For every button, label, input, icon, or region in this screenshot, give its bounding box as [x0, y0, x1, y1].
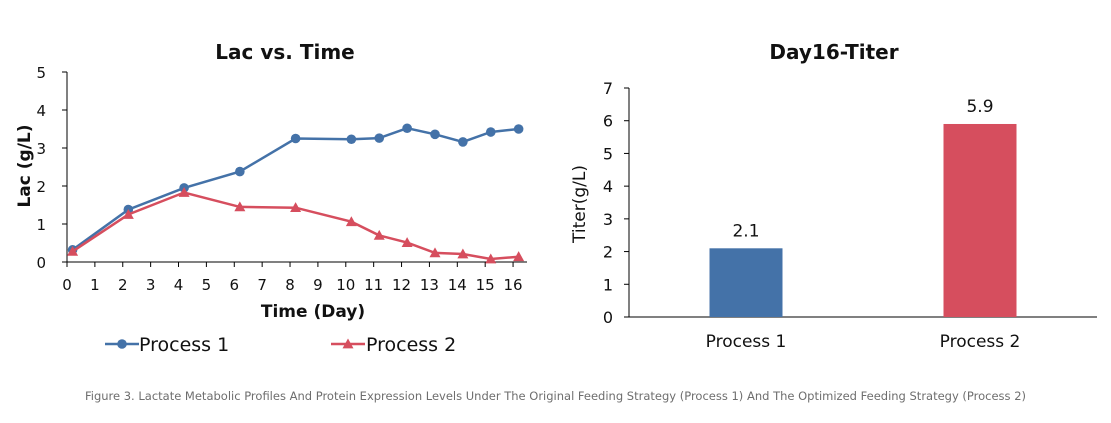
series-1-point — [458, 137, 468, 147]
series-2-point — [401, 237, 413, 248]
line-x-tick-label: 11 — [364, 276, 383, 294]
line-y-tick-label: 2 — [36, 178, 46, 196]
bar-y-tick-label: 5 — [603, 144, 613, 163]
series-1-point — [402, 123, 412, 134]
line-y-tick-label: 3 — [36, 140, 46, 158]
line-x-tick-label: 7 — [257, 276, 267, 294]
series-2-point — [290, 202, 302, 213]
series-1-point — [235, 166, 245, 177]
series-2-point — [178, 186, 190, 197]
line-x-tick-label: 4 — [174, 276, 184, 294]
series-1-line — [71, 126, 519, 251]
bar-y-tick-label: 3 — [603, 210, 613, 229]
bar-y-tick-label: 4 — [603, 177, 613, 196]
line-x-tick-label: 9 — [313, 276, 323, 294]
series-2-point — [345, 216, 357, 227]
line-chart-ylabel: Lac (g/L) — [15, 124, 35, 207]
line-y-tick-label: 0 — [36, 254, 46, 272]
line-y-tick-label: 4 — [36, 102, 46, 120]
bar-y-tick-label: 1 — [603, 275, 613, 294]
line-x-tick-label: 13 — [420, 276, 439, 294]
legend-2-marker — [342, 338, 354, 349]
bar-y-tick-label: 7 — [603, 79, 613, 98]
line-chart-xlabel: Time (Day) — [261, 302, 365, 322]
series-2-point — [429, 247, 441, 258]
line-y-tick-label: 1 — [36, 216, 46, 234]
bar-y-tick-label: 0 — [603, 308, 613, 327]
series-2-point — [373, 229, 385, 240]
line-x-tick-label: 0 — [62, 276, 72, 294]
bar-1-category-label: Process 1 — [706, 332, 787, 352]
series-2-point — [234, 201, 246, 212]
bar-chart-title: Day16-Titer — [769, 40, 898, 64]
line-x-tick-label: 1 — [90, 276, 100, 294]
bar-chart: Day16-Titer Titer(g/L) 0 1 2 3 4 5 6 7 2.1 Proce… — [570, 40, 1097, 352]
line-x-tick-label: 14 — [448, 276, 467, 294]
line-x-tick-label: 5 — [202, 276, 212, 294]
series-2-point — [122, 209, 134, 219]
series-2-point — [513, 251, 525, 262]
line-x-tick-label: 10 — [336, 276, 355, 294]
legend-2-label: Process 2 — [366, 334, 456, 356]
legend-1-marker — [117, 339, 127, 349]
legend-1-label: Process 1 — [139, 334, 229, 356]
series-2-line — [71, 191, 519, 261]
bar-y-tick-label: 2 — [603, 243, 613, 262]
bar-chart-ylabel: Titer(g/L) — [570, 165, 590, 244]
series-1-point — [374, 133, 385, 143]
series-1-point — [485, 127, 496, 137]
series-2-point — [457, 248, 469, 259]
line-legend: Process 1 Process 2 — [105, 334, 456, 356]
line-chart-title: Lac vs. Time — [215, 40, 354, 64]
series-1-point — [290, 133, 301, 144]
line-chart: Lac vs. Time Lac (g/L) Time (Day) 012345… — [15, 40, 527, 356]
series-1-point — [346, 134, 357, 145]
line-x-tick-label: 8 — [285, 276, 295, 294]
line-x-tick-label: 3 — [146, 276, 156, 294]
line-x-tick-label: 15 — [476, 276, 495, 294]
figure-caption: Figure 3. Lactate Metabolic Profiles And… — [84, 389, 1027, 403]
series-2-point — [485, 253, 497, 264]
bar-y-tick-label: 6 — [603, 112, 613, 131]
series-1-point — [430, 129, 440, 140]
series-2-point — [67, 245, 79, 256]
line-y-tick-label: 5 — [36, 64, 46, 82]
line-x-tick-label: 2 — [118, 276, 128, 294]
series-1-point — [513, 124, 524, 134]
bar-2-value-label: 5.9 — [966, 97, 993, 117]
line-x-tick-label: 6 — [229, 276, 239, 294]
bar-2-category-label: Process 2 — [940, 332, 1021, 352]
bar-2 — [943, 123, 1017, 317]
line-x-tick-label: 12 — [392, 276, 411, 294]
bar-1 — [709, 248, 783, 317]
line-x-tick-label: 16 — [504, 276, 523, 294]
bar-1-value-label: 2.1 — [732, 221, 759, 241]
